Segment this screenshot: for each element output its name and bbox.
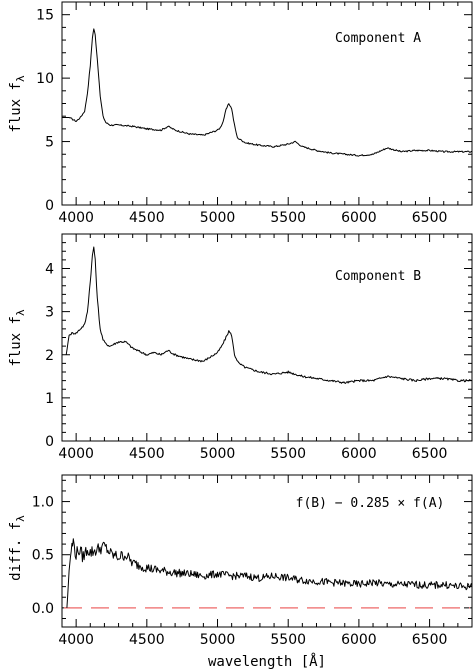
y-tick-label: 0.5 — [32, 548, 54, 564]
panel-annotation: f(B) − 0.285 × f(A) — [296, 496, 445, 511]
x-tick-label: 4500 — [129, 446, 165, 462]
y-tick-label: 0.0 — [32, 601, 54, 617]
x-tick-label: 6500 — [412, 210, 448, 226]
y-tick-label: 4 — [45, 262, 54, 278]
x-tick-label: 5000 — [200, 210, 236, 226]
spectrum-line — [62, 28, 473, 157]
x-tick-label: 5000 — [200, 446, 236, 462]
x-tick-label: 6000 — [341, 632, 377, 648]
x-tick-label: 6000 — [341, 446, 377, 462]
x-tick-label: 6500 — [412, 446, 448, 462]
x-tick-label: 4000 — [58, 446, 94, 462]
spectrum-line — [65, 246, 473, 384]
y-axis-label-subscript: λ — [14, 515, 27, 522]
y-tick-label: 5 — [45, 135, 54, 151]
y-tick-label: 15 — [36, 8, 54, 24]
x-tick-label: 4000 — [58, 210, 94, 226]
x-tick-label: 5500 — [270, 446, 306, 462]
panel-2: 4000 4500 5000 5500 6000 6500 0 1 2 3 4 Component B… — [8, 233, 473, 462]
y-axis-label-subscript: λ — [14, 309, 27, 316]
panel-3: 4000 4500 5000 5500 6000 6500 0.0 0.5 1.0 f(B) − … — [8, 474, 473, 670]
y-axis-label-text: diff. f — [8, 522, 24, 581]
panel-annotation: Component A — [335, 31, 421, 46]
y-axis-label-text: flux f — [8, 316, 24, 367]
plot-frame — [61, 474, 473, 628]
x-tick-label: 4000 — [58, 632, 94, 648]
x-tick-label: 6500 — [412, 632, 448, 648]
x-tick-label: 5500 — [270, 632, 306, 648]
y-tick-label: 1 — [45, 391, 54, 407]
y-tick-label: 10 — [36, 71, 54, 87]
y-axis-label: flux fλ — [8, 309, 27, 367]
x-tick-label: 4500 — [129, 210, 165, 226]
spectrum-line — [66, 538, 473, 608]
y-tick-label: 0 — [45, 198, 54, 214]
y-tick-label: 0 — [45, 434, 54, 450]
y-axis-label-text: flux f — [8, 82, 24, 133]
x-axis-label: wavelength [Å] — [208, 653, 326, 670]
panel-annotation: Component B — [335, 269, 421, 284]
y-axis-label: flux fλ — [8, 75, 27, 133]
x-tick-label: 5000 — [200, 632, 236, 648]
x-tick-label: 6000 — [341, 210, 377, 226]
x-tick-label: 5500 — [270, 210, 306, 226]
y-tick-label: 2 — [45, 348, 54, 364]
x-tick-label: 4500 — [129, 632, 165, 648]
panel-1: 4000 4500 5000 5500 6000 6500 0 5 10 15 Component … — [8, 1, 473, 226]
y-tick-label: 1.0 — [32, 495, 54, 511]
y-tick-label: 3 — [45, 305, 54, 321]
y-axis-label: diff. fλ — [8, 515, 27, 581]
plot-frame — [61, 233, 473, 442]
y-axis-label-subscript: λ — [14, 75, 27, 82]
